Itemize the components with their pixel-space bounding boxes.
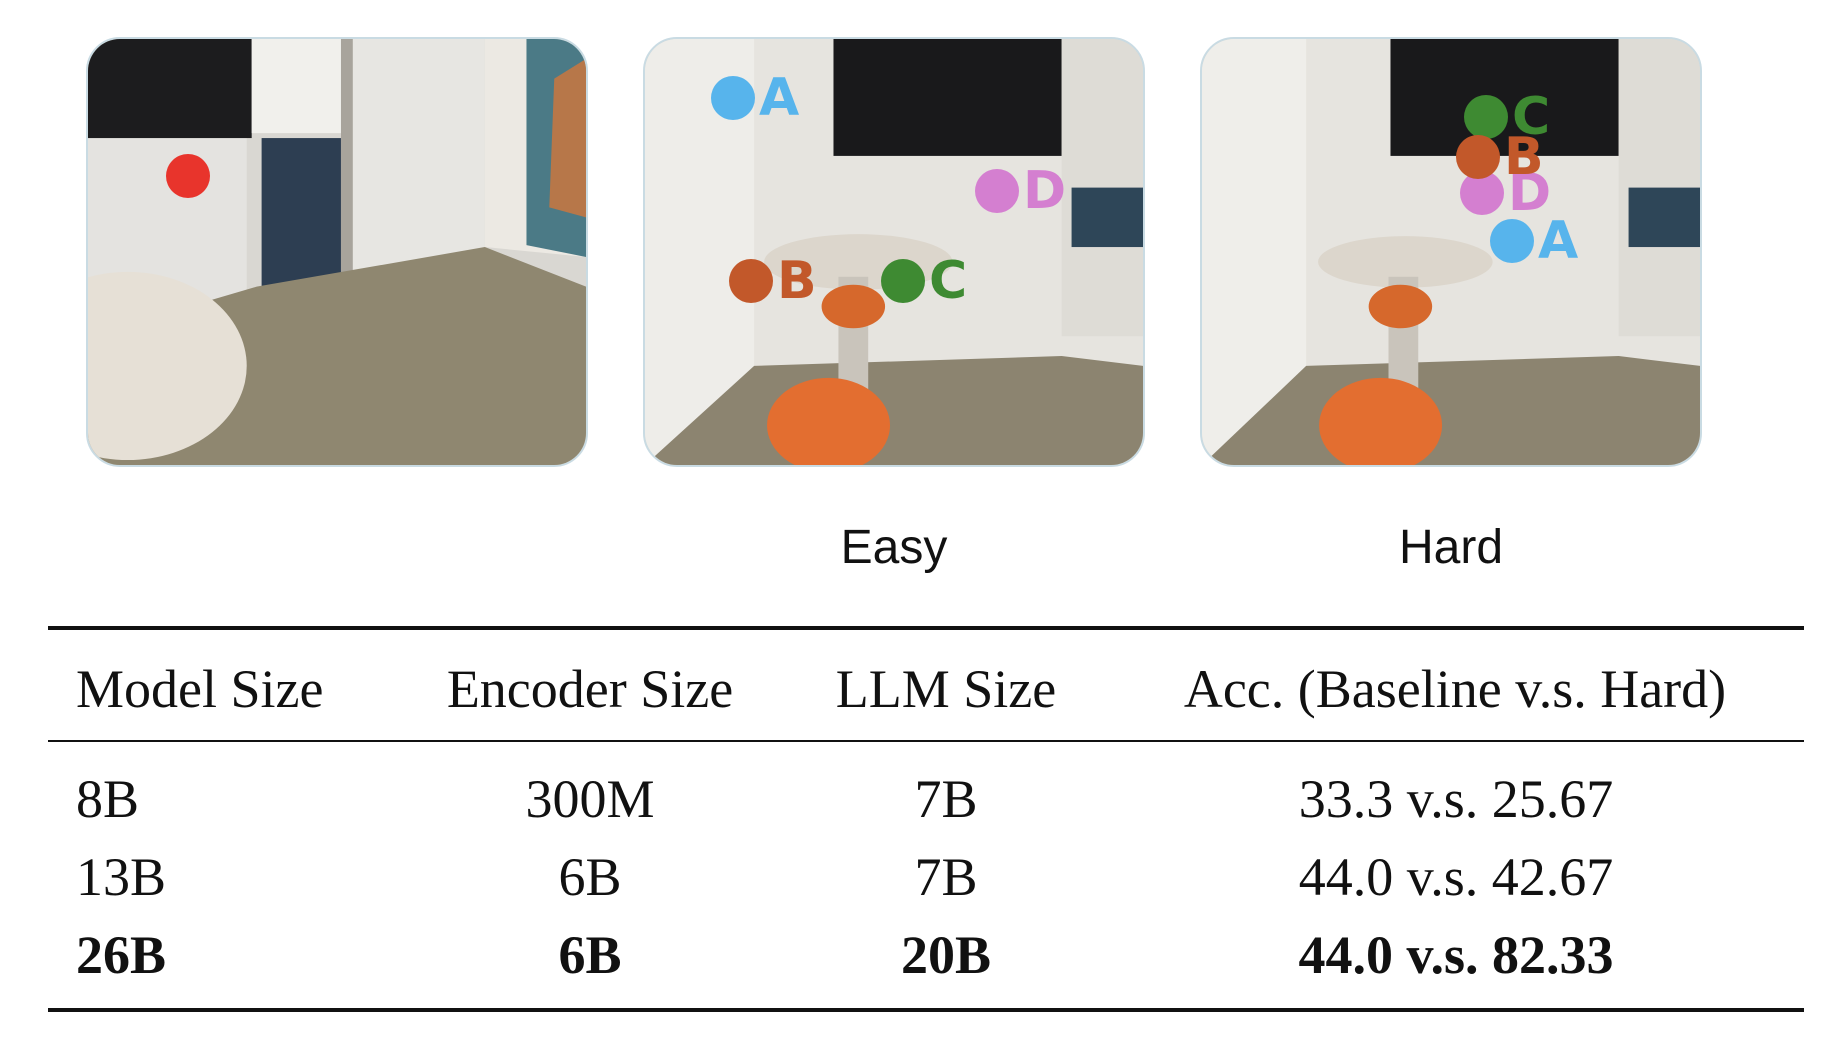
easy-option-a-dot bbox=[711, 76, 755, 120]
hard-option-a-dot bbox=[1490, 219, 1534, 263]
row-1-model-size: 8B bbox=[76, 769, 140, 829]
hard-option-b-marker: B bbox=[1456, 131, 1544, 183]
hard-option-b-dot bbox=[1456, 135, 1500, 179]
hard-option-d-label: D bbox=[1508, 163, 1552, 223]
row-3-model-size: 26B bbox=[76, 925, 167, 985]
row-3-encoder-size: 6B bbox=[558, 925, 622, 985]
hard-option-a-marker: A bbox=[1490, 215, 1578, 267]
hard-option-c-marker: C bbox=[1464, 91, 1550, 143]
easy-option-c-dot bbox=[881, 259, 925, 303]
easy-option-a-label: A bbox=[759, 68, 800, 128]
hard-caption: Hard bbox=[1398, 521, 1504, 574]
easy-option-d-label: D bbox=[1023, 161, 1067, 221]
table-bottom-rule bbox=[48, 1008, 1804, 1012]
table-top-rule bbox=[48, 626, 1804, 630]
easy-option-b-label: B bbox=[777, 251, 817, 311]
easy-option-b-marker: B bbox=[729, 255, 817, 307]
easy-option-b-dot bbox=[729, 259, 773, 303]
header-llm-size: LLM Size bbox=[835, 659, 1057, 719]
query-point-marker bbox=[166, 154, 214, 198]
easy-option-d-dot bbox=[975, 169, 1019, 213]
header-model-size: Model Size bbox=[76, 659, 324, 719]
table-header-rule bbox=[48, 740, 1804, 742]
hard-option-a-label: A bbox=[1538, 211, 1579, 271]
easy-option-c-label: C bbox=[929, 251, 968, 311]
row-1-encoder-size: 300M bbox=[525, 769, 655, 829]
hard-image-panel: C D B A bbox=[1200, 37, 1702, 467]
row-3-llm-size: 20B bbox=[900, 925, 992, 985]
row-3-accuracy: 44.0 v.s. 82.33 bbox=[1298, 925, 1614, 985]
hard-option-c-dot bbox=[1464, 95, 1508, 139]
query-image-panel bbox=[86, 37, 588, 467]
easy-option-a-marker: A bbox=[711, 72, 799, 124]
header-encoder-size: Encoder Size bbox=[446, 659, 734, 719]
easy-option-c-marker: C bbox=[881, 255, 967, 307]
row-2-accuracy: 44.0 v.s. 42.67 bbox=[1298, 847, 1614, 907]
row-1-llm-size: 7B bbox=[914, 769, 978, 829]
hard-option-b-label: B bbox=[1504, 127, 1544, 187]
easy-image-panel: A B C D bbox=[643, 37, 1145, 467]
query-point-dot bbox=[166, 154, 210, 198]
row-1-accuracy: 33.3 v.s. 25.67 bbox=[1298, 769, 1614, 829]
row-2-llm-size: 7B bbox=[914, 847, 978, 907]
header-accuracy: Acc. (Baseline v.s. Hard) bbox=[1183, 659, 1727, 719]
query-scene-photo bbox=[88, 39, 586, 465]
row-2-encoder-size: 6B bbox=[558, 847, 622, 907]
easy-option-d-marker: D bbox=[975, 165, 1066, 217]
hard-scene-photo bbox=[1202, 39, 1700, 465]
hard-option-c-label: C bbox=[1512, 87, 1551, 147]
row-2-model-size: 13B bbox=[76, 847, 167, 907]
easy-caption: Easy bbox=[840, 521, 948, 574]
